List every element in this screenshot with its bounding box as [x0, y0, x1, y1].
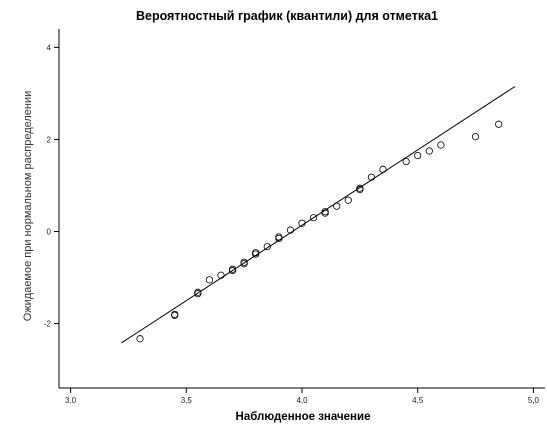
data-point	[171, 310, 179, 318]
data-point	[402, 157, 410, 166]
x-axis-label: Наблюденное значение	[236, 411, 371, 423]
data-point	[425, 147, 433, 155]
data-point	[240, 260, 248, 268]
data-point	[309, 214, 318, 222]
data-point	[194, 288, 202, 296]
data-point	[217, 271, 225, 279]
data-point	[240, 258, 248, 266]
data-point	[367, 173, 376, 181]
data-point	[344, 196, 352, 204]
y-tick-label: 4	[47, 43, 52, 52]
y-tick-label: -2	[44, 320, 52, 329]
data-point	[414, 151, 422, 160]
data-point	[495, 120, 503, 128]
data-point	[286, 226, 295, 234]
data-point	[321, 209, 329, 217]
data-point	[228, 265, 237, 273]
data-point	[321, 208, 329, 216]
plot-area: 3,0 3,5 4,0 4,5 5,0 -2 0 2 4	[44, 29, 545, 405]
y-tick-label: 2	[47, 135, 52, 144]
data-point	[356, 184, 364, 192]
chart-title: Вероятностный график (квантили) для отме…	[136, 9, 438, 23]
x-tick-label: 5,0	[528, 396, 540, 405]
data-point	[471, 133, 480, 141]
x-tick-label: 3,0	[65, 396, 77, 405]
x-tick-label: 3,5	[181, 396, 193, 405]
data-point	[205, 276, 214, 284]
x-tick-label: 4,0	[296, 396, 308, 405]
y-tick-label: 0	[47, 228, 52, 237]
data-point	[263, 243, 271, 251]
y-axis-label: Ожидаемое при нормальном распределении	[22, 91, 34, 322]
data-point	[379, 165, 387, 173]
data-point	[298, 219, 306, 227]
data-point	[333, 202, 341, 210]
data-point	[437, 141, 445, 149]
data-point	[252, 249, 260, 257]
x-tick-label: 4,5	[412, 396, 424, 405]
data-point	[136, 335, 144, 343]
reference-line	[121, 86, 516, 344]
data-point	[275, 233, 283, 241]
